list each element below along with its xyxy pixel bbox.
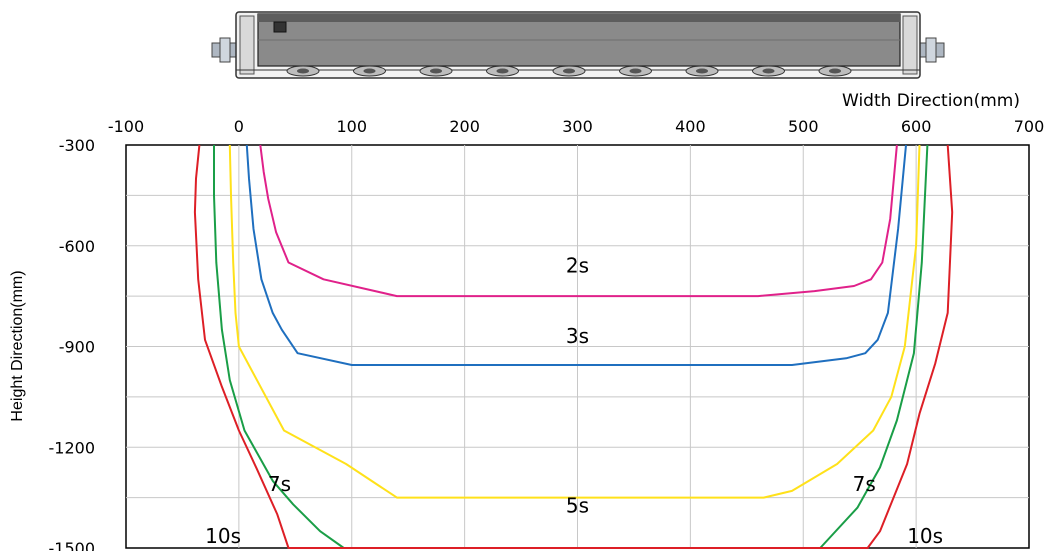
x-axis-title: Width Direction(mm) [842,91,1020,111]
x-tick-labels: -100 0 100 200 300 400 500 600 700 [108,117,1044,136]
curve-label-2s: 2s [566,254,589,278]
nozzle-tip-icon [496,68,509,74]
y-tick-label: -900 [59,338,95,357]
curve-label-5s: 5s [566,494,589,518]
nozzle-tip-icon [363,68,376,74]
curve-label-3s: 3s [566,324,589,348]
y-tick-label: -1500 [49,539,96,551]
nozzle-tip-icon [696,68,708,74]
curve-5s [228,144,921,499]
curve-label-7s: 7s [268,472,291,496]
nozzle-tip-icon [762,68,775,74]
grid-lines [126,145,1029,548]
curve-label-10s: 10s [205,524,241,548]
x-tick-label: 100 [336,117,367,136]
y-tick-labels: -300 -600 -900 -1200 -1500 [49,136,96,551]
y-tick-label: -1200 [49,438,96,457]
ionizer-bar-illustration [211,11,945,79]
x-tick-label: 500 [788,117,819,136]
nozzle-tip-icon [430,68,442,74]
curve-label-10s: 10s [907,524,943,548]
nozzle-tip-icon [297,68,309,74]
curve-10s [193,144,954,549]
y-tick-label: -600 [59,237,95,256]
x-tick-label: 300 [562,117,593,136]
x-tick-label: 700 [1014,117,1045,136]
curve-7s [213,144,929,549]
x-tick-label: -100 [108,117,144,136]
curve-label-7s: 7s [853,472,876,496]
y-axis-title: Height Direction(mm) [9,270,26,421]
nozzle-tip-icon [629,68,642,74]
x-tick-label: 200 [449,117,480,136]
curve-labels: 2s 3s 5s 7s 7s 10s 10s [205,254,943,548]
curve-3s [245,144,907,366]
nozzle-tip-icon [563,68,575,74]
x-tick-label: 400 [675,117,706,136]
curve-2s [259,144,898,298]
nozzle-tip-icon [829,68,841,74]
y-tick-label: -300 [59,136,95,155]
x-tick-label: 600 [901,117,932,136]
curves [193,144,954,549]
x-tick-label: 0 [234,117,244,136]
